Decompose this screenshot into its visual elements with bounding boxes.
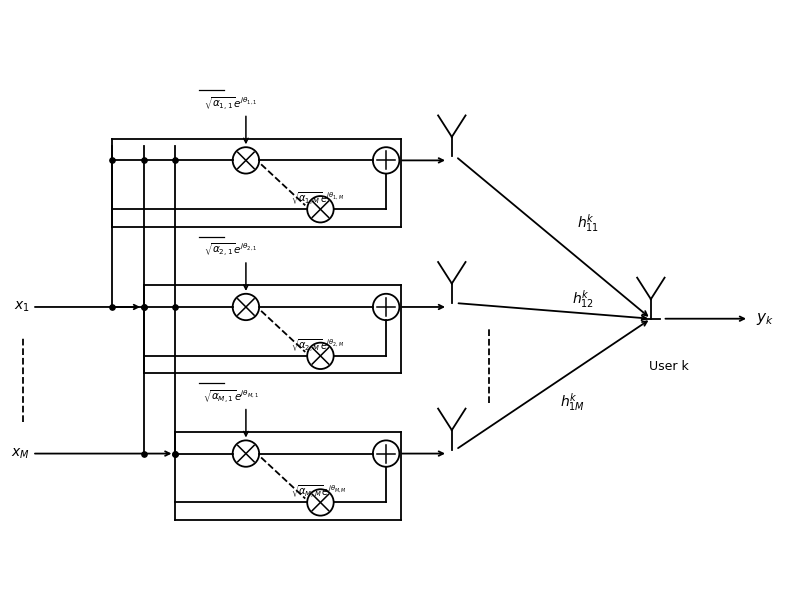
Text: $y_k$: $y_k$	[756, 311, 774, 327]
Text: $\sqrt{\alpha_{1,M}}e^{j\theta_{1,M}}$: $\sqrt{\alpha_{1,M}}e^{j\theta_{1,M}}$	[291, 191, 344, 207]
Text: $x_M$: $x_M$	[11, 446, 30, 461]
Text: $\sqrt{\alpha_{M,M}}e^{j\theta_{M,M}}$: $\sqrt{\alpha_{M,M}}e^{j\theta_{M,M}}$	[291, 484, 346, 500]
Text: User k: User k	[649, 360, 689, 373]
Text: $\sqrt{\alpha_{2,M}}e^{j\theta_{2,M}}$: $\sqrt{\alpha_{2,M}}e^{j\theta_{2,M}}$	[291, 337, 344, 354]
Text: $\sqrt{\alpha_{2,1}}e^{j\theta_{2,1}}$: $\sqrt{\alpha_{2,1}}e^{j\theta_{2,1}}$	[205, 242, 258, 258]
Text: $h_{1M}^k$: $h_{1M}^k$	[560, 391, 586, 412]
Text: $\sqrt{\alpha_{1,1}}e^{j\theta_{1,1}}$: $\sqrt{\alpha_{1,1}}e^{j\theta_{1,1}}$	[205, 95, 258, 111]
Text: $h_{11}^k$: $h_{11}^k$	[577, 212, 598, 234]
Text: $x_1$: $x_1$	[14, 300, 30, 314]
Text: $h_{12}^k$: $h_{12}^k$	[572, 288, 594, 310]
Text: $\sqrt{\alpha_{M,1}}e^{j\theta_{M,1}}$: $\sqrt{\alpha_{M,1}}e^{j\theta_{M,1}}$	[203, 389, 259, 405]
